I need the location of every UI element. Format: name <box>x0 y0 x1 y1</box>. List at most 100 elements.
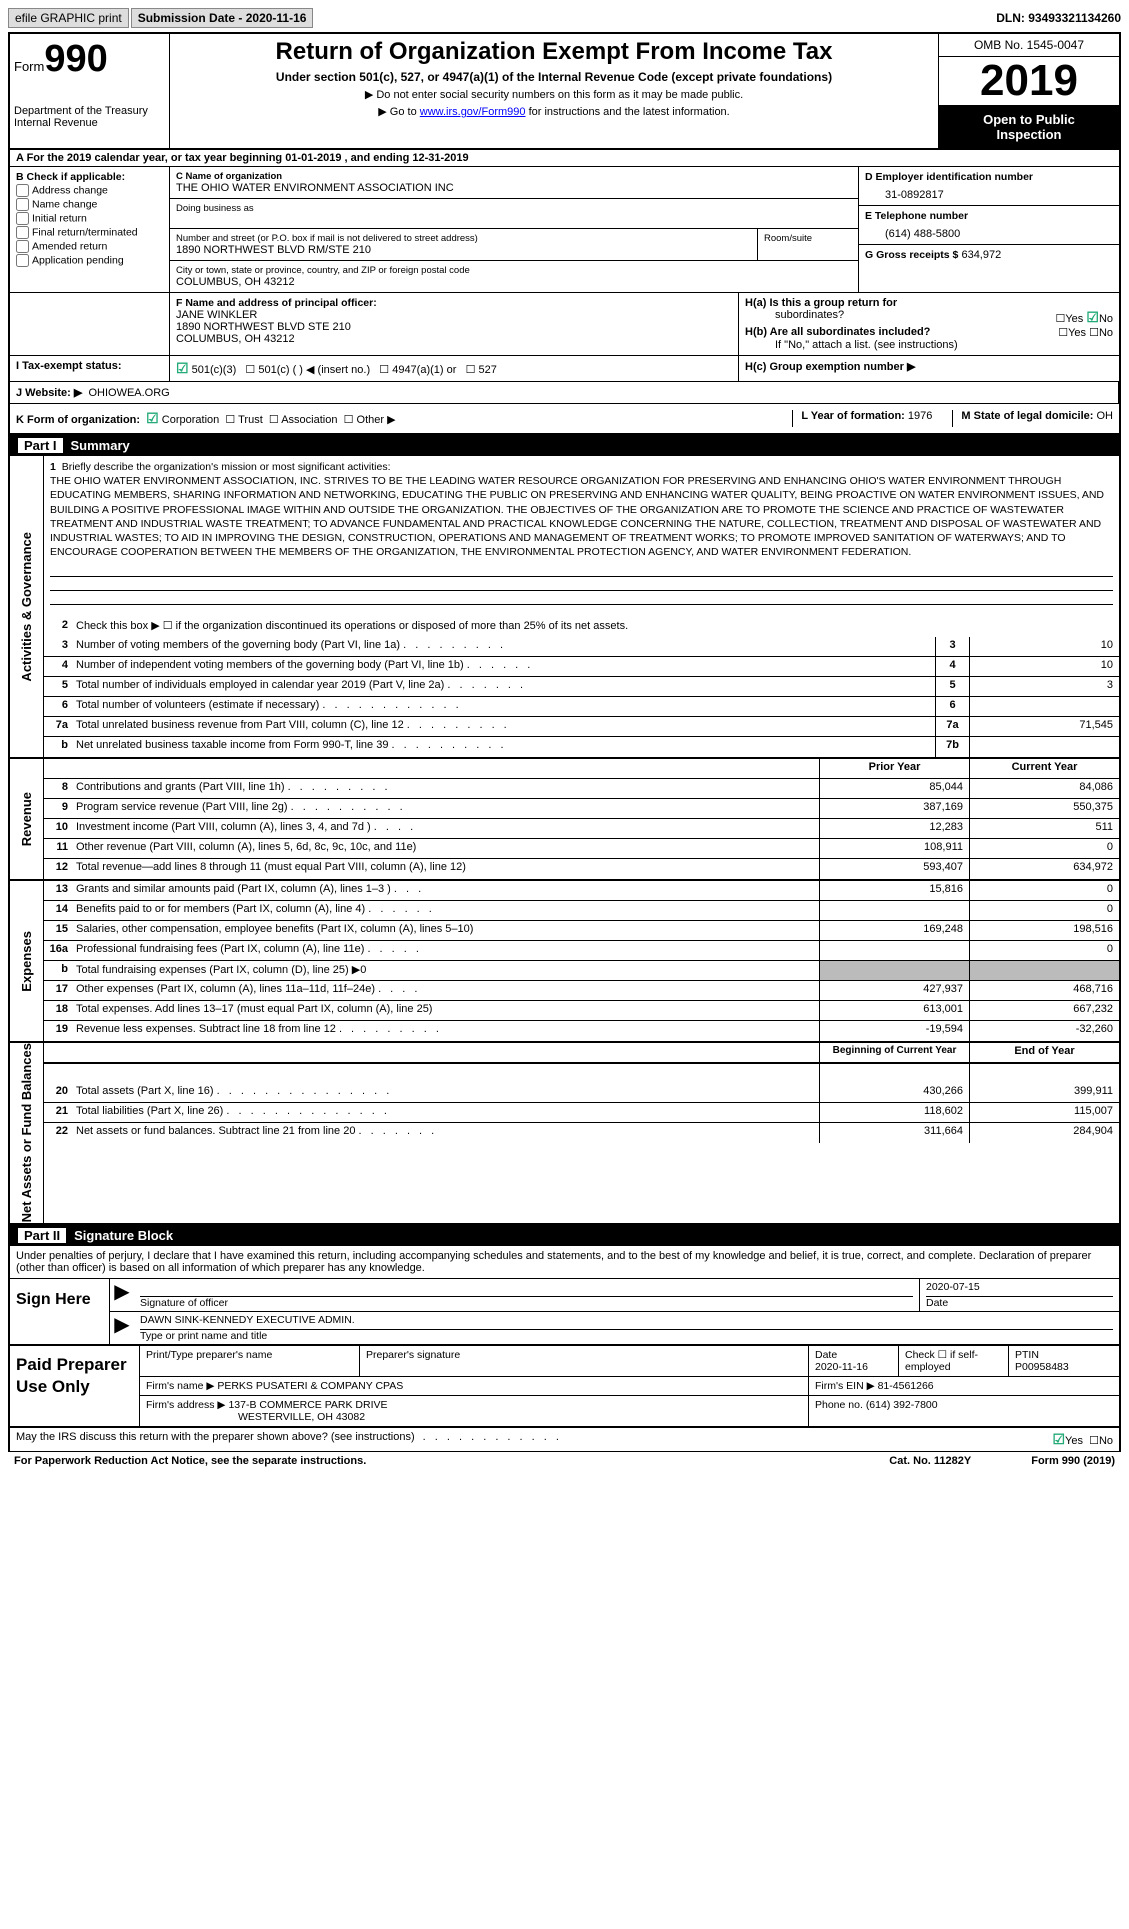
l21-prior: 118,602 <box>819 1103 969 1122</box>
side-activities: Activities & Governance <box>19 532 34 682</box>
irs-link[interactable]: www.irs.gov/Form990 <box>420 106 526 118</box>
sig-date-value: 2020-07-15 <box>926 1281 1113 1297</box>
irs-discuss-row: May the IRS discuss this return with the… <box>8 1428 1121 1451</box>
gross-receipts: 634,972 <box>961 249 1001 261</box>
arrow-icon: ▶ <box>110 1279 134 1311</box>
l6-text: Total number of volunteers (estimate if … <box>76 699 319 711</box>
side-netassets: Net Assets or Fund Balances <box>19 1043 34 1222</box>
l12-text: Total revenue—add lines 8 through 11 (mu… <box>76 861 466 873</box>
chk-amended-return[interactable]: Amended return <box>16 240 163 253</box>
part2-header: Part IISignature Block <box>8 1225 1121 1246</box>
netassets-section: Net Assets or Fund Balances Beginning of… <box>8 1043 1121 1224</box>
l16a-curr: 0 <box>969 941 1119 960</box>
mission-text: THE OHIO WATER ENVIRONMENT ASSOCIATION, … <box>50 475 1104 558</box>
m-label: M State of legal domicile: <box>961 410 1093 422</box>
l9-prior: 387,169 <box>819 799 969 818</box>
l15-text: Salaries, other compensation, employee b… <box>76 923 473 935</box>
f-officer-label: F Name and address of principal officer: <box>176 297 732 309</box>
l18-text: Total expenses. Add lines 13–17 (must eq… <box>76 1003 432 1015</box>
l7a-val: 71,545 <box>969 717 1119 736</box>
l15-prior: 169,248 <box>819 921 969 940</box>
check-icon: ☑ <box>176 360 189 376</box>
revenue-section: Revenue Prior YearCurrent Year 8Contribu… <box>8 759 1121 881</box>
l8-text: Contributions and grants (Part VIII, lin… <box>76 781 285 793</box>
officer-typed-name: DAWN SINK-KENNEDY EXECUTIVE ADMIN. <box>140 1314 1113 1330</box>
form-header: Form990 Department of the Treasury Inter… <box>8 32 1121 150</box>
goto-pre: ▶ Go to <box>378 106 419 118</box>
section-fh: F Name and address of principal officer:… <box>8 293 1121 356</box>
prep-date-val: 2020-11-16 <box>815 1361 868 1373</box>
firm-ein-lbl: Firm's EIN ▶ <box>815 1380 875 1392</box>
i-501c: 501(c) ( ) ◀ (insert no.) <box>258 364 370 376</box>
omb-number: OMB No. 1545-0047 <box>939 34 1119 57</box>
officer-addr2: COLUMBUS, OH 43212 <box>176 333 732 345</box>
sign-here-block: Sign Here ▶ Signature of officer 2020-07… <box>8 1279 1121 1346</box>
prep-date-hdr: Date <box>815 1349 837 1361</box>
org-address: 1890 NORTHWEST BLVD RM/STE 210 <box>176 244 751 256</box>
i-527: 527 <box>479 364 497 376</box>
footer-bar: For Paperwork Reduction Act Notice, see … <box>8 1451 1121 1470</box>
hc-label: H(c) Group exemption number ▶ <box>745 361 915 373</box>
form-note-ssn: ▶ Do not enter social security numbers o… <box>178 88 930 101</box>
prior-year-hdr: Prior Year <box>819 759 969 778</box>
arrow-icon: ▶ <box>110 1312 134 1344</box>
firm-name: PERKS PUSATERI & COMPANY CPAS <box>217 1380 403 1392</box>
cat-no: Cat. No. 11282Y <box>889 1455 971 1467</box>
org-city: COLUMBUS, OH 43212 <box>176 276 852 288</box>
chk-name-change[interactable]: Name change <box>16 198 163 211</box>
l9-curr: 550,375 <box>969 799 1119 818</box>
l14-prior <box>819 901 969 920</box>
i-4947: 4947(a)(1) or <box>392 364 456 376</box>
form-ref: Form 990 (2019) <box>1031 1455 1115 1467</box>
l12-prior: 593,407 <box>819 859 969 879</box>
l4-text: Number of independent voting members of … <box>76 659 464 671</box>
l17-prior: 427,937 <box>819 981 969 1000</box>
goto-post: for instructions and the latest informat… <box>526 106 730 118</box>
org-name: THE OHIO WATER ENVIRONMENT ASSOCIATION I… <box>176 182 852 194</box>
l13-text: Grants and similar amounts paid (Part IX… <box>76 883 391 895</box>
irs-discuss-q: May the IRS discuss this return with the… <box>16 1431 415 1448</box>
l22-text: Net assets or fund balances. Subtract li… <box>76 1125 355 1137</box>
l19-prior: -19,594 <box>819 1021 969 1041</box>
chk-application-pending[interactable]: Application pending <box>16 254 163 267</box>
chk-address-change[interactable]: Address change <box>16 184 163 197</box>
k-other: Other ▶ <box>357 414 396 426</box>
ptin-hdr: PTIN <box>1015 1349 1039 1361</box>
ein-value: 31-0892817 <box>865 189 1113 201</box>
dept-irs: Internal Revenue <box>14 117 165 129</box>
efile-label: efile GRAPHIC print <box>8 8 129 28</box>
part1-header: Part ISummary <box>8 435 1121 456</box>
chk-final-return[interactable]: Final return/terminated <box>16 226 163 239</box>
l16a-prior <box>819 941 969 960</box>
l7b-val <box>969 737 1119 757</box>
firm-addr2: WESTERVILLE, OH 43082 <box>146 1411 365 1423</box>
form-note-link: ▶ Go to www.irs.gov/Form990 for instruct… <box>178 105 930 118</box>
form-word: Form <box>14 59 44 74</box>
expenses-section: Expenses 13Grants and similar amounts pa… <box>8 881 1121 1043</box>
l22-curr: 284,904 <box>969 1123 1119 1143</box>
k-trust: Trust <box>238 414 263 426</box>
dln: DLN: 93493321134260 <box>996 11 1121 25</box>
c-name-label: C Name of organization <box>176 171 852 182</box>
i-501c3: 501(c)(3) <box>192 364 237 376</box>
l16b-grey2 <box>969 961 1119 980</box>
ptin-val: P00958483 <box>1015 1361 1069 1373</box>
submission-date: Submission Date - 2020-11-16 <box>131 8 314 28</box>
l6-val <box>969 697 1119 716</box>
side-expenses: Expenses <box>19 931 34 992</box>
l14-text: Benefits paid to or for members (Part IX… <box>76 903 365 915</box>
l15-curr: 198,516 <box>969 921 1119 940</box>
firm-ein: 81-4561266 <box>878 1380 934 1392</box>
chk-initial-return[interactable]: Initial return <box>16 212 163 225</box>
l19-text: Revenue less expenses. Subtract line 18 … <box>76 1023 336 1035</box>
l20-prior: 430,266 <box>819 1083 969 1102</box>
firm-phone-lbl: Phone no. <box>815 1399 863 1411</box>
l19-curr: -32,260 <box>969 1021 1119 1041</box>
l16a-text: Professional fundraising fees (Part IX, … <box>76 943 364 955</box>
officer-addr1: 1890 NORTHWEST BLVD STE 210 <box>176 321 732 333</box>
hb-yesno: ☐Yes ☐No <box>1058 326 1113 339</box>
room-label: Room/suite <box>764 233 852 244</box>
l20-text: Total assets (Part X, line 16) <box>76 1085 214 1097</box>
e-phone-label: E Telephone number <box>865 210 1113 222</box>
d-ein-label: D Employer identification number <box>865 171 1113 183</box>
